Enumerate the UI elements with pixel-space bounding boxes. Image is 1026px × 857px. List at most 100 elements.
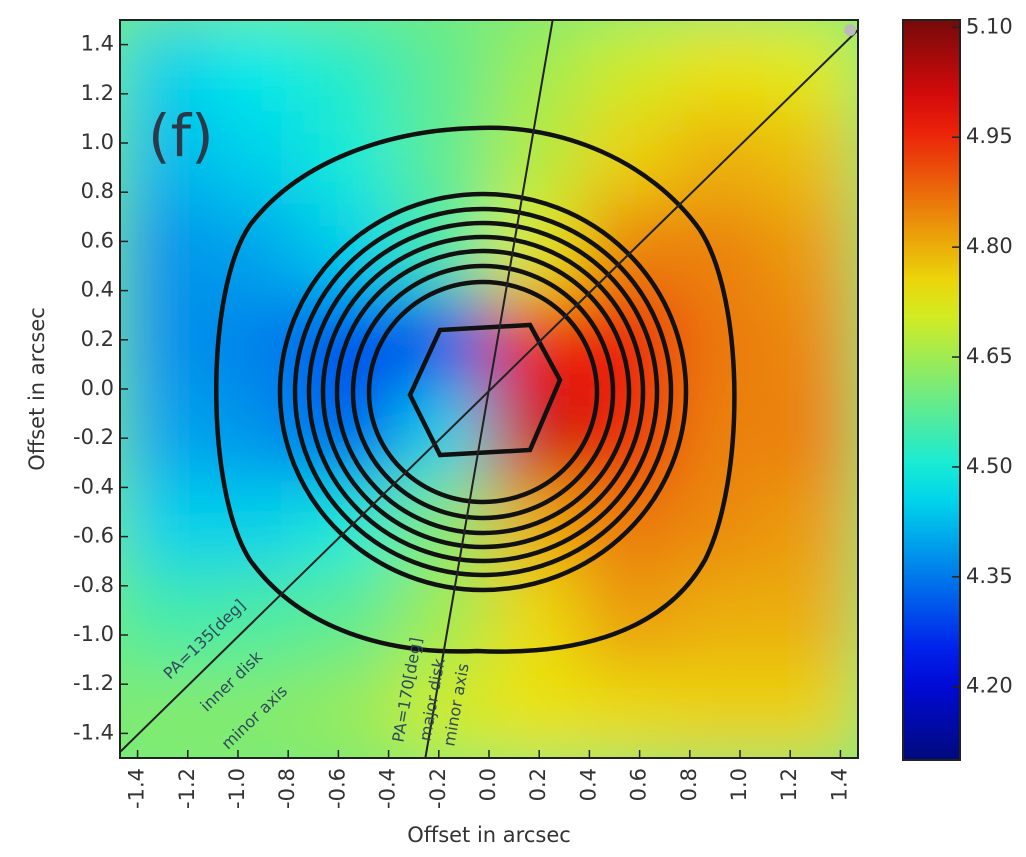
corner-marker xyxy=(844,24,856,36)
velocity-field xyxy=(120,20,858,758)
x-tick-label: 0.0 xyxy=(476,768,500,801)
field-cell xyxy=(672,664,767,758)
field-cell xyxy=(120,295,214,390)
x-tick-label: 0.2 xyxy=(526,768,550,801)
colorbar-tick-label: 4.50 xyxy=(966,454,1013,478)
x-tick-label: 0.4 xyxy=(576,768,600,801)
field-cell xyxy=(672,295,767,390)
field-cell xyxy=(672,572,767,667)
contour xyxy=(292,206,674,578)
field-cell xyxy=(211,388,306,483)
panel-label: (f) xyxy=(148,102,214,170)
field-cell xyxy=(395,664,490,758)
field-cell xyxy=(211,295,306,390)
field-cell xyxy=(303,664,398,758)
field-cell xyxy=(672,388,767,483)
y-tick-label: -0.8 xyxy=(73,573,114,597)
y-tick-label: 0.2 xyxy=(81,327,114,351)
x-axis-label: Offset in arcsec xyxy=(407,823,571,847)
field-cell xyxy=(764,480,858,575)
field-cell xyxy=(764,111,858,206)
field-cell xyxy=(580,111,675,206)
field-cell xyxy=(211,572,306,667)
contour xyxy=(407,322,563,458)
contour xyxy=(320,234,646,550)
field-cell xyxy=(211,111,306,206)
x-tick-label: -0.6 xyxy=(325,768,349,809)
field-cell xyxy=(211,20,306,114)
contour xyxy=(277,191,689,593)
x-tick-label: 1.0 xyxy=(727,768,751,801)
field-cell xyxy=(211,664,306,758)
colorbar-tick-label: 4.95 xyxy=(966,124,1013,148)
field-cell xyxy=(488,664,583,758)
field-cell xyxy=(120,388,214,483)
field-cell xyxy=(303,20,398,114)
colorbar-tick-label: 5.10 xyxy=(966,14,1013,38)
field-cell xyxy=(120,480,214,575)
field-cell xyxy=(764,572,858,667)
pa-170-line xyxy=(424,20,554,758)
x-tick-label: -0.8 xyxy=(275,768,299,809)
y-tick-label: -0.2 xyxy=(73,425,114,449)
field-cell xyxy=(395,20,490,114)
field-cells xyxy=(120,20,858,758)
field-cell xyxy=(395,111,490,206)
colorbar-tick-label: 4.35 xyxy=(966,564,1013,588)
field-cell xyxy=(580,664,675,758)
y-tick-label: -1.2 xyxy=(73,671,114,695)
x-tick-label: 1.2 xyxy=(777,768,801,801)
y-axis-label: Offset in arcsec xyxy=(25,307,49,471)
x-tick-label: -1.4 xyxy=(125,768,149,809)
field-cell xyxy=(488,295,583,390)
field-cell xyxy=(303,388,398,483)
field-cell xyxy=(120,111,214,206)
field-cell xyxy=(488,20,583,114)
field-cell xyxy=(764,664,858,758)
colorbar-tick-label: 4.80 xyxy=(966,234,1013,258)
x-tick-label: -0.2 xyxy=(426,768,450,809)
field-cell xyxy=(672,111,767,206)
x-tick-label: 0.8 xyxy=(677,768,701,801)
colorbar-tick-label: 4.20 xyxy=(966,674,1013,698)
y-tick-label: 1.4 xyxy=(81,32,114,56)
y-tick-label: 1.0 xyxy=(81,130,114,154)
y-tick-label: -0.6 xyxy=(73,524,114,548)
contour xyxy=(334,248,632,536)
contour xyxy=(350,263,616,521)
y-tick-label: 0.6 xyxy=(81,228,114,252)
colorbar-tick-label: 4.65 xyxy=(966,344,1013,368)
y-tick-label: -1.4 xyxy=(73,720,114,744)
y-tick-label: -0.4 xyxy=(73,474,114,498)
x-tick-label: 0.6 xyxy=(627,768,651,801)
contour xyxy=(366,279,600,505)
field-cell xyxy=(120,664,214,758)
x-tick-label: -1.2 xyxy=(175,768,199,809)
outer-contour xyxy=(214,125,737,654)
field-cell xyxy=(120,203,214,298)
y-tick-label: 0.0 xyxy=(81,376,114,400)
field-cell xyxy=(395,295,490,390)
field-cell xyxy=(580,480,675,575)
field-cell xyxy=(120,20,214,114)
x-tick-label: -1.0 xyxy=(225,768,249,809)
field-cell xyxy=(764,295,858,390)
y-tick-label: 0.4 xyxy=(81,278,114,302)
y-tick-label: 0.8 xyxy=(81,179,114,203)
x-tick-label: -0.4 xyxy=(376,768,400,809)
field-cell xyxy=(764,203,858,298)
field-cell xyxy=(303,111,398,206)
y-tick-label: -1.0 xyxy=(73,622,114,646)
y-tick-label: 1.2 xyxy=(81,81,114,105)
contours xyxy=(214,125,737,654)
field-cell xyxy=(120,572,214,667)
x-tick-label: 1.4 xyxy=(827,768,851,801)
contour xyxy=(306,220,660,564)
field-cell xyxy=(764,20,858,114)
field-cell xyxy=(764,388,858,483)
field-cell xyxy=(580,20,675,114)
field-cell xyxy=(580,572,675,667)
field-cell xyxy=(672,20,767,114)
colorbar xyxy=(902,19,961,761)
